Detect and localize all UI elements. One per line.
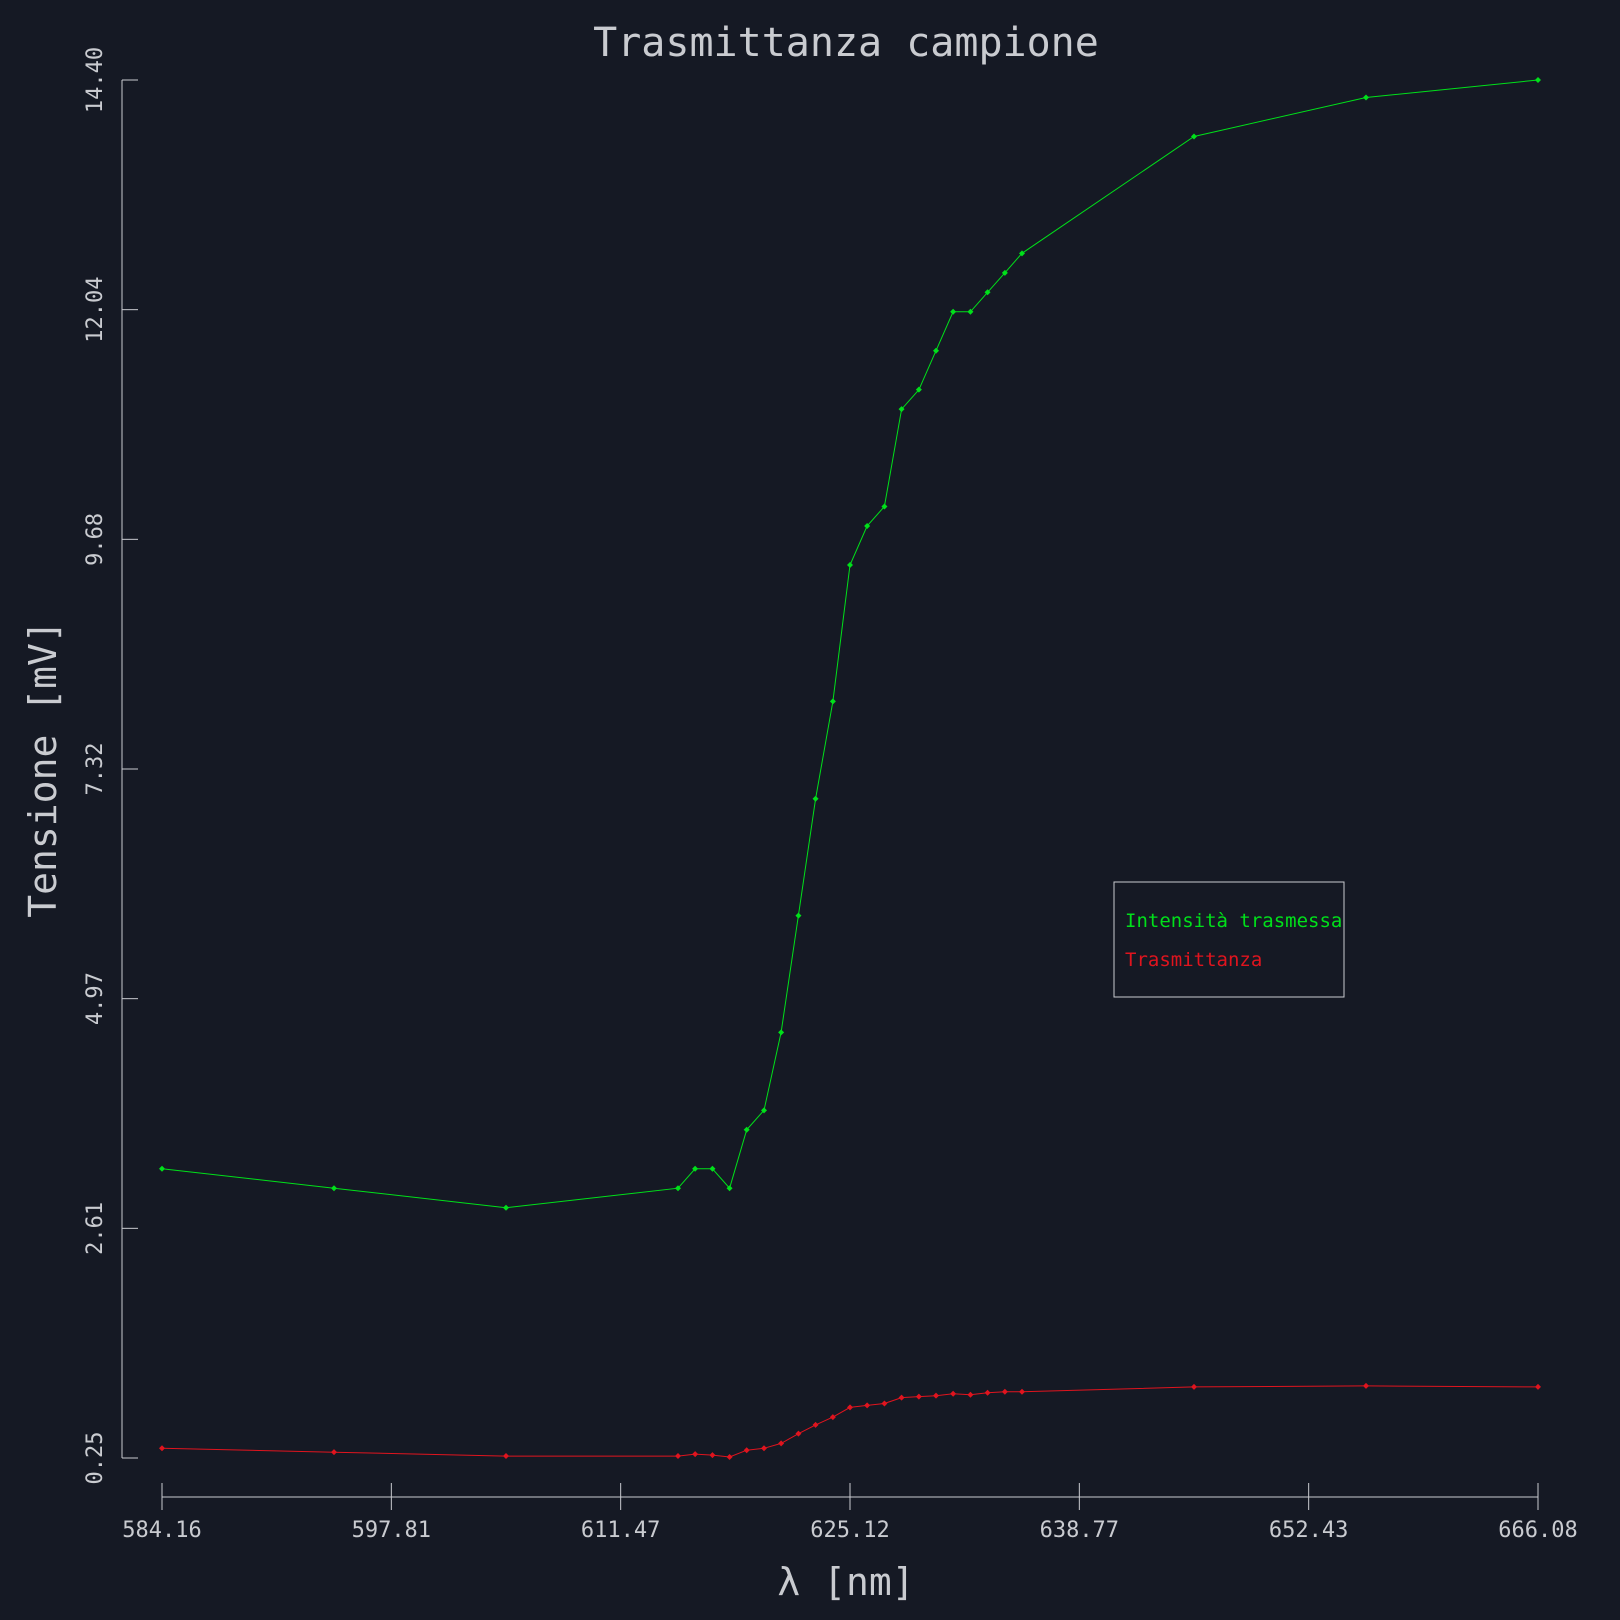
data-point: [984, 289, 991, 296]
x-tick-label: 584.16: [122, 1518, 201, 1543]
legend: Intensità trasmessa Trasmittanza: [1113, 881, 1345, 998]
data-point: [778, 1029, 785, 1036]
data-point: [331, 1185, 337, 1192]
data-point: [795, 912, 802, 919]
y-tick-label: 14.40: [83, 47, 108, 113]
data-point: [159, 1445, 165, 1452]
data-point: [950, 308, 957, 315]
y-tick-label: 7.32: [83, 743, 108, 796]
data-point: [812, 1421, 819, 1428]
data-point: [778, 1440, 785, 1447]
x-tick-label: 638.77: [1040, 1518, 1119, 1543]
series-intensita-trasmessa: [159, 77, 1541, 1211]
data-point: [331, 1449, 337, 1456]
data-point: [503, 1453, 509, 1460]
data-point: [984, 1389, 991, 1396]
y-tick-label: 4.97: [83, 972, 108, 1025]
y-tick-label: 2.61: [83, 1202, 108, 1255]
data-point: [795, 1430, 802, 1437]
data-point: [864, 523, 871, 530]
data-point: [1363, 94, 1369, 101]
data-point: [967, 308, 974, 315]
data-point: [812, 795, 819, 802]
data-point: [933, 1392, 939, 1399]
series-layer: [159, 77, 1541, 1461]
data-point: [159, 1165, 165, 1172]
data-point: [1191, 133, 1197, 140]
legend-box: [1113, 881, 1345, 998]
x-axis-title: λ [nm]: [777, 1560, 914, 1604]
data-point: [829, 1414, 836, 1421]
legend-item-intensita-trasmessa: Intensità trasmessa: [1125, 910, 1342, 932]
y-tick-label: 9.68: [83, 513, 108, 566]
data-point: [726, 1454, 733, 1461]
data-point: [1535, 1383, 1541, 1390]
data-point: [1191, 1383, 1197, 1390]
x-tick-label: 652.43: [1269, 1518, 1348, 1543]
data-point: [898, 406, 905, 413]
x-axis: 584.16 597.81 611.47 625.12 638.77 652.43 666.…: [122, 1483, 1578, 1543]
data-point: [1001, 269, 1008, 276]
data-point: [1535, 77, 1541, 83]
data-point: [675, 1185, 681, 1192]
series-line: [161, 79, 1539, 1209]
y-axis-title: Tensione [mV]: [21, 620, 65, 917]
y-tick-label: 12.04: [83, 277, 108, 343]
x-tick-label: 597.81: [352, 1518, 431, 1543]
data-point: [761, 1107, 767, 1114]
data-point: [881, 1400, 888, 1407]
data-point: [1001, 1388, 1008, 1395]
data-point: [1019, 1388, 1025, 1395]
data-point: [933, 347, 939, 354]
data-point: [950, 1390, 957, 1397]
data-point: [503, 1204, 509, 1211]
series-trasmittanza: [159, 1382, 1541, 1461]
data-point: [967, 1391, 974, 1398]
data-point: [675, 1453, 681, 1460]
data-point: [898, 1394, 905, 1401]
data-point: [915, 1393, 922, 1400]
data-point: [709, 1165, 716, 1172]
data-point: [761, 1445, 767, 1452]
data-point: [1019, 250, 1025, 257]
data-point: [743, 1447, 750, 1454]
data-point: [847, 1404, 853, 1411]
legend-item-trasmittanza: Trasmittanza: [1125, 949, 1262, 971]
data-point: [915, 386, 922, 393]
x-tick-label: 666.08: [1498, 1518, 1577, 1543]
data-point: [692, 1165, 699, 1172]
y-tick-label: 0.25: [83, 1432, 108, 1485]
data-point: [829, 698, 836, 705]
data-point: [709, 1452, 716, 1459]
data-point: [881, 503, 888, 510]
series-line: [161, 1385, 1539, 1458]
data-point: [743, 1126, 750, 1133]
data-point: [847, 561, 853, 568]
data-point: [726, 1185, 733, 1192]
x-tick-label: 625.12: [810, 1518, 889, 1543]
y-axis: 0.25 2.61 4.97 7.32 9.68 12.04 14.40: [83, 47, 138, 1485]
data-point: [1363, 1382, 1369, 1389]
data-point: [864, 1402, 871, 1409]
x-tick-label: 611.47: [581, 1518, 660, 1543]
chart-title: Trasmittanza campione: [593, 20, 1099, 66]
data-point: [692, 1451, 699, 1458]
